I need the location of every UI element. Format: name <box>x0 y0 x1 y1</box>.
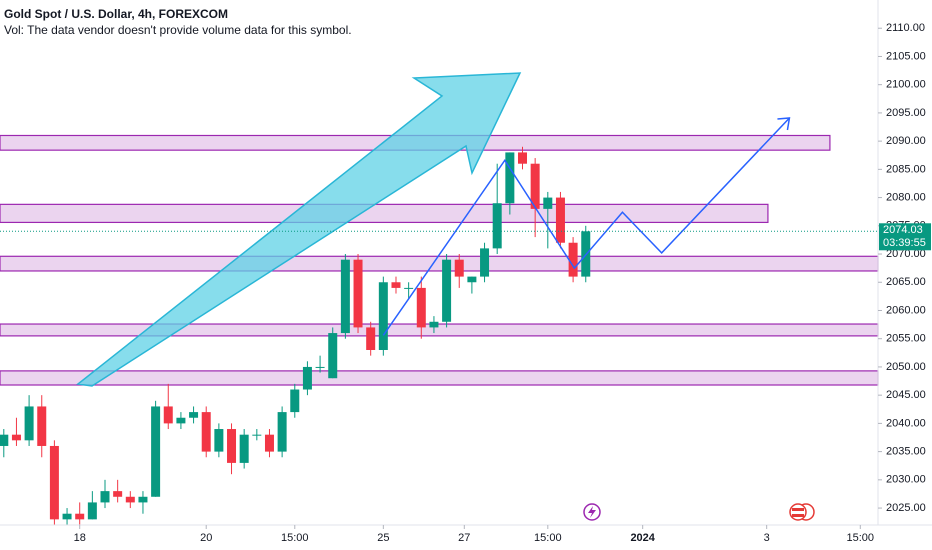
x-tick-label: 18 <box>74 532 86 544</box>
candle-body <box>302 366 312 390</box>
header: Gold Spot / U.S. Dollar, 4h, FOREXCOM Vo… <box>4 6 352 38</box>
countdown-label: 03:39:55 <box>883 237 926 249</box>
last-price-label: 2074.03 <box>883 224 923 236</box>
y-tick-label: 2070.00 <box>886 248 926 260</box>
candle-body <box>315 366 325 368</box>
candle-body <box>227 429 237 463</box>
y-tick-label: 2025.00 <box>886 502 926 514</box>
candle-body <box>340 259 350 334</box>
candle-body <box>555 197 565 243</box>
x-tick-label: 27 <box>458 532 470 544</box>
candle-body <box>429 321 439 328</box>
x-tick-label: 15:00 <box>847 532 875 544</box>
candle-body <box>290 389 300 413</box>
candle-body <box>163 406 173 424</box>
event-icon[interactable] <box>583 503 601 521</box>
candle-body <box>530 163 540 209</box>
candle-body <box>125 496 135 503</box>
candle-body <box>11 434 21 441</box>
candle-body <box>277 412 287 452</box>
y-tick-label: 2065.00 <box>886 276 926 288</box>
symbol-title: Gold Spot / U.S. Dollar, 4h, FOREXCOM <box>4 7 229 21</box>
candle-body <box>49 445 59 520</box>
x-tick-label: 2024 <box>630 532 655 544</box>
candle-body <box>442 259 452 322</box>
y-tick-label: 2045.00 <box>886 389 926 401</box>
flag <box>789 503 807 521</box>
x-tick-label: 15:00 <box>534 532 562 544</box>
x-tick-label: 15:00 <box>281 532 309 544</box>
candle-body <box>264 434 274 452</box>
candle-body <box>353 259 363 328</box>
projection-line <box>382 117 790 336</box>
x-tick-label: 20 <box>200 532 212 544</box>
y-tick-label: 2110.00 <box>886 22 925 34</box>
candle-body <box>454 259 464 277</box>
candle-body <box>366 327 376 350</box>
candle-body <box>517 152 527 164</box>
candle-body <box>480 248 490 277</box>
flag-stripe <box>792 514 804 517</box>
y-tick-label: 2095.00 <box>886 107 926 119</box>
candle-body <box>568 242 578 277</box>
y-tick-label: 2050.00 <box>886 361 926 373</box>
volume-note: Vol: The data vendor doesn't provide vol… <box>4 23 352 37</box>
zone <box>0 203 769 224</box>
zone <box>0 370 879 386</box>
x-tick-label: 25 <box>377 532 389 544</box>
candle-body <box>543 197 553 209</box>
last-price-box <box>879 223 931 251</box>
candle-body <box>416 287 426 328</box>
candle-body <box>176 417 186 424</box>
x-tick-label: 3 <box>764 532 770 544</box>
candle-body <box>138 496 148 503</box>
candle-body <box>467 276 477 283</box>
y-tick-label: 2040.00 <box>886 417 926 429</box>
candle-body <box>37 406 47 446</box>
candle-body <box>214 429 224 452</box>
event-circle <box>583 503 601 521</box>
candle-body <box>100 491 110 503</box>
candle-body <box>151 406 161 497</box>
y-tick-label: 2100.00 <box>886 79 926 91</box>
candle-body <box>252 434 262 436</box>
y-tick-label: 2055.00 <box>886 333 926 345</box>
zone <box>0 323 879 337</box>
candle-body <box>75 513 85 520</box>
y-tick-label: 2090.00 <box>886 135 926 147</box>
candle-body <box>87 502 97 520</box>
y-tick-label: 2035.00 <box>886 446 926 458</box>
y-tick-label: 2085.00 <box>886 163 926 175</box>
candle-body <box>404 287 414 289</box>
zone <box>0 255 879 272</box>
flag-stripe <box>792 508 804 511</box>
candle-body <box>378 282 388 350</box>
candle-body <box>189 412 199 418</box>
candle-body <box>201 412 211 452</box>
news-flags[interactable] <box>789 503 815 521</box>
y-tick-label: 2060.00 <box>886 304 926 316</box>
candle-body <box>0 434 9 446</box>
event-bolt <box>588 506 596 518</box>
candle-body <box>62 513 72 520</box>
candle-body <box>24 406 34 441</box>
y-tick-label: 2080.00 <box>886 191 926 203</box>
candle-body <box>113 491 123 497</box>
candle-body <box>505 152 515 204</box>
candle-body <box>391 282 401 288</box>
y-tick-label: 2030.00 <box>886 474 926 486</box>
candle-body <box>492 203 502 249</box>
candle-body <box>328 333 338 379</box>
projection-arrowhead <box>777 117 791 131</box>
y-tick-label: 2105.00 <box>886 50 926 62</box>
trend-arrow <box>76 72 522 387</box>
candle-body <box>239 434 249 463</box>
